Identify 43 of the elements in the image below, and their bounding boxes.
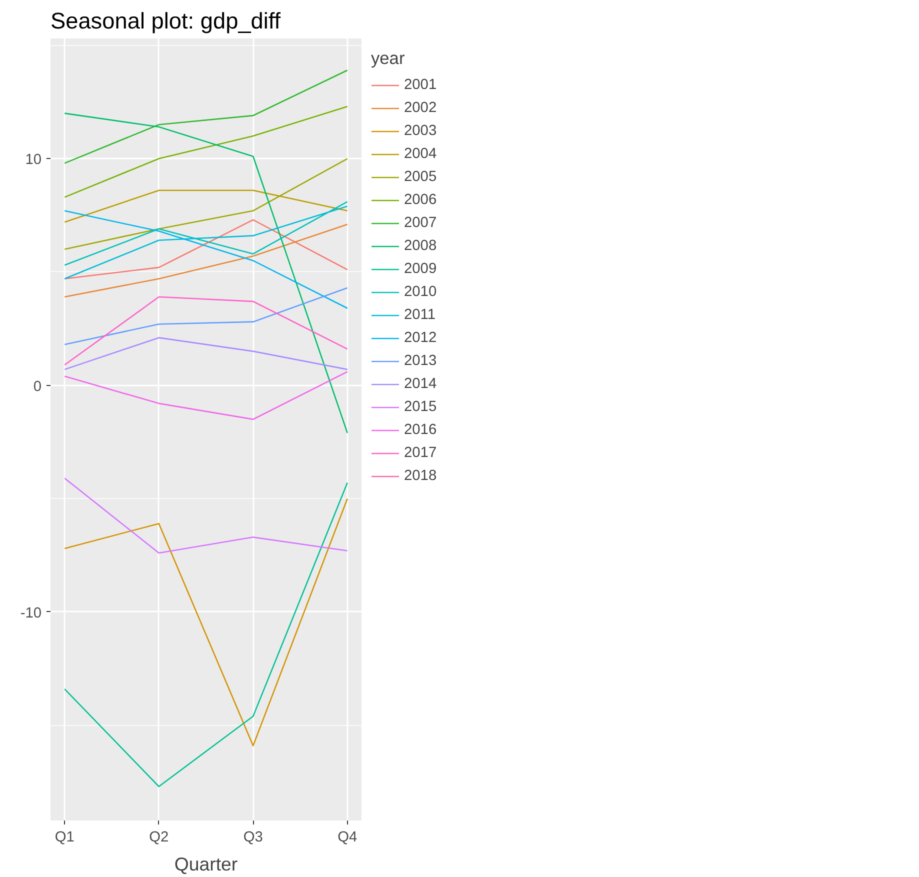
legend-label: 2002 <box>404 100 437 116</box>
legend-label: 2015 <box>404 399 437 415</box>
legend-label: 2010 <box>404 284 437 300</box>
line-series <box>64 112 348 434</box>
legend-label: 2006 <box>404 192 437 208</box>
line-series <box>64 296 348 366</box>
x-tick-label: Q1 <box>54 830 74 846</box>
legend-label: 2003 <box>404 123 437 139</box>
line-series <box>64 106 348 198</box>
line-series <box>64 201 348 266</box>
line-series <box>64 498 348 746</box>
legend-label: 2011 <box>404 307 436 323</box>
legend-label: 2017 <box>404 445 437 461</box>
x-axis-title: Quarter <box>174 854 238 874</box>
legend-title: year <box>371 48 406 69</box>
legend-label: 2005 <box>404 169 437 185</box>
x-tick-label: Q2 <box>149 830 169 846</box>
line-series <box>64 210 348 309</box>
legend-label: 2018 <box>404 468 437 484</box>
line-series <box>64 482 348 788</box>
legend-label: 2014 <box>404 376 437 392</box>
x-tick-label: Q4 <box>338 830 358 846</box>
line-series <box>64 287 348 346</box>
line-series <box>64 158 348 250</box>
line-series <box>64 206 348 280</box>
line-series <box>64 224 348 298</box>
legend-label: 2016 <box>404 422 437 438</box>
legend-label: 2007 <box>404 215 437 231</box>
line-series <box>64 371 348 420</box>
legend-label: 2012 <box>404 330 437 346</box>
legend-label: 2009 <box>404 261 437 277</box>
x-tick-label: Q3 <box>243 830 263 846</box>
legend-label: 2008 <box>404 238 437 254</box>
y-tick-label: -10 <box>20 605 42 622</box>
line-series <box>64 70 348 164</box>
line-series <box>64 478 348 554</box>
legend-label: 2013 <box>404 353 437 369</box>
chart-title: Seasonal plot: gdp_diff <box>50 8 282 34</box>
line-series <box>64 219 348 280</box>
legend-label: 2001 <box>404 77 437 93</box>
y-tick-label: 0 <box>33 378 42 395</box>
y-tick-label: 10 <box>25 152 42 168</box>
legend-label: 2004 <box>404 146 437 162</box>
